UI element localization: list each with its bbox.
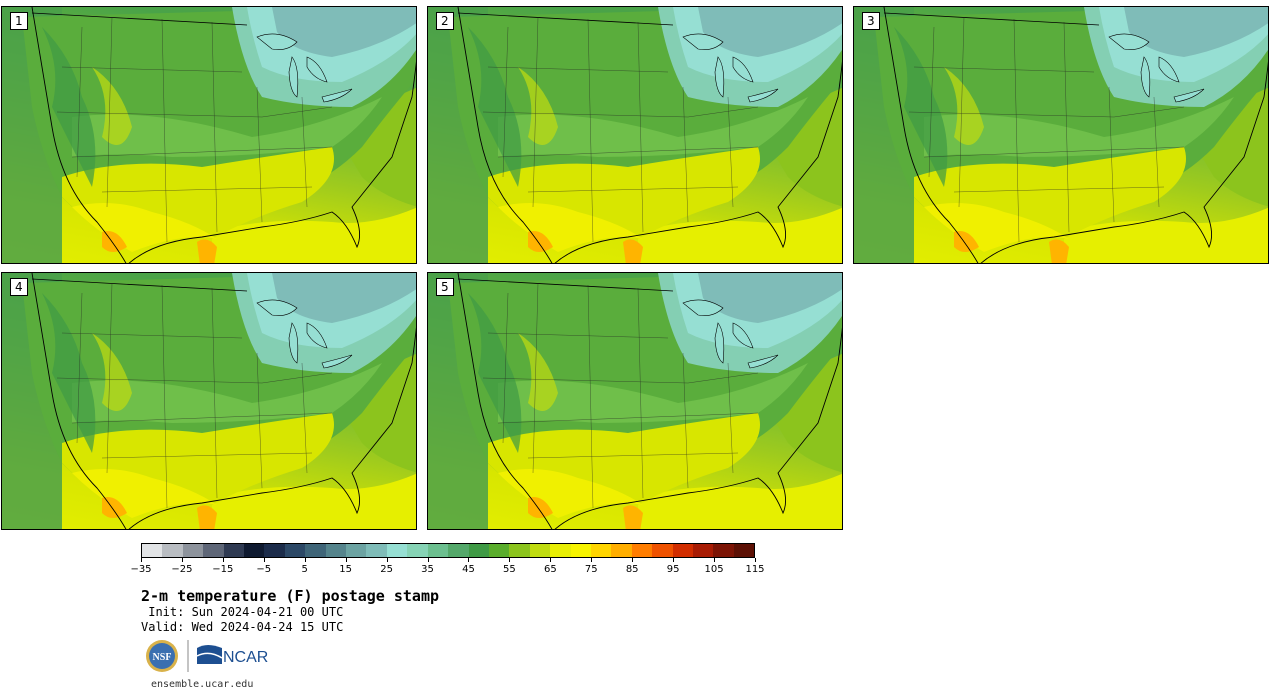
sponsor-logos: NSF NCAR <box>145 638 275 676</box>
colorbar-segment <box>550 544 571 557</box>
temperature-map <box>2 273 416 529</box>
colorbar-tick <box>755 558 756 562</box>
colorbar-segment <box>631 544 653 557</box>
colorbar-tick <box>427 558 429 562</box>
temperature-map <box>428 273 842 529</box>
colorbar-segment <box>692 544 714 557</box>
colorbar-tick <box>550 558 552 562</box>
colorbar-segment <box>325 544 347 557</box>
colorbar-tick <box>222 558 224 562</box>
colorbar-tick-label: 55 <box>503 564 516 575</box>
colorbar-segment <box>672 544 693 557</box>
colorbar-tick <box>509 558 511 562</box>
colorbar-tick <box>673 558 675 562</box>
colorbar-segment <box>509 544 530 557</box>
colorbar-tick <box>468 558 470 562</box>
colorbar-tick <box>632 558 634 562</box>
colorbar-segment <box>570 544 591 557</box>
map-panel-5: 5 <box>427 272 843 530</box>
map-panel-1: 1 <box>1 6 417 264</box>
colorbar-tick-label: 35 <box>421 564 434 575</box>
temperature-map <box>854 7 1268 263</box>
colorbar-tick-label: 95 <box>666 564 680 575</box>
colorbar-segment <box>182 544 204 557</box>
colorbar-tick <box>141 558 142 562</box>
valid-time: Valid: Wed 2024-04-24 15 UTC <box>141 620 344 634</box>
colorbar-segment <box>529 544 551 557</box>
colorbar-segment <box>284 544 306 557</box>
colorbar-segment <box>407 544 428 557</box>
colorbar-tick <box>263 558 265 562</box>
site-url: ensemble.ucar.edu <box>151 679 254 690</box>
colorbar-segment <box>611 544 632 557</box>
colorbar-ticks: −35 −25 −15 −5 5 15 25 35 45 55 65 75 85 95 105 115 <box>130 558 765 578</box>
colorbar-segment <box>427 544 449 557</box>
panel-number-label: 5 <box>436 278 454 296</box>
colorbar-tick <box>345 558 347 562</box>
map-panel-3: 3 <box>853 6 1269 264</box>
colorbar-tick-label: −35 <box>130 564 152 575</box>
temperature-map <box>428 7 842 263</box>
panel-number-label: 4 <box>10 278 28 296</box>
colorbar-segment <box>652 544 673 557</box>
colorbar-segment <box>448 544 469 557</box>
colorbar-tick <box>304 558 306 562</box>
colorbar-tick-label: 5 <box>301 564 308 575</box>
colorbar-segment <box>346 544 367 557</box>
colorbar-tick-label: −5 <box>256 564 272 575</box>
colorbar-segment <box>305 544 326 557</box>
colorbar-segment <box>386 544 408 557</box>
colorbar-segment <box>162 544 183 557</box>
nsf-logo-icon: NSF <box>146 640 178 672</box>
colorbar-segment <box>468 544 489 557</box>
colorbar-tick-label: 105 <box>704 564 724 575</box>
colorbar-segment <box>488 544 510 557</box>
panel-number-label: 2 <box>436 12 454 30</box>
colorbar-segment <box>590 544 612 557</box>
temperature-map <box>2 7 416 263</box>
colorbar-segment <box>733 544 755 557</box>
colorbar-tick-label: −15 <box>212 564 234 575</box>
colorbar-segment <box>142 544 163 557</box>
map-panel-4: 4 <box>1 272 417 530</box>
ncar-logo-text: NCAR <box>223 649 268 666</box>
colorbar-segment <box>264 544 285 557</box>
colorbar-tick <box>714 558 716 562</box>
colorbar-segment <box>223 544 245 557</box>
colorbar-tick-label: 15 <box>339 564 353 575</box>
panel-number-label: 3 <box>862 12 880 30</box>
colorbar-segment <box>203 544 224 557</box>
colorbar-tick-label: 115 <box>745 564 765 575</box>
colorbar-tick-label: 85 <box>625 564 639 575</box>
map-panel-2: 2 <box>427 6 843 264</box>
colorbar-segment <box>713 544 734 557</box>
nsf-logo-text: NSF <box>153 652 172 663</box>
colorbar-tick <box>591 558 593 562</box>
temperature-colorbar <box>141 543 755 558</box>
plot-title: 2-m temperature (F) postage stamp <box>141 587 440 605</box>
panel-number-label: 1 <box>10 12 28 30</box>
colorbar-segment <box>366 544 387 557</box>
colorbar-segment <box>244 544 265 557</box>
colorbar-tick <box>181 558 183 562</box>
colorbar-tick-label: 75 <box>584 564 598 575</box>
colorbar-tick-label: −25 <box>171 564 193 575</box>
init-time: Init: Sun 2024-04-21 00 UTC <box>141 605 344 619</box>
ncar-logo-icon: NCAR <box>196 645 268 666</box>
colorbar-tick-label: 65 <box>543 564 557 575</box>
colorbar-tick-label: 45 <box>462 564 475 575</box>
colorbar-tick <box>386 558 388 562</box>
colorbar-tick-label: 25 <box>380 564 393 575</box>
